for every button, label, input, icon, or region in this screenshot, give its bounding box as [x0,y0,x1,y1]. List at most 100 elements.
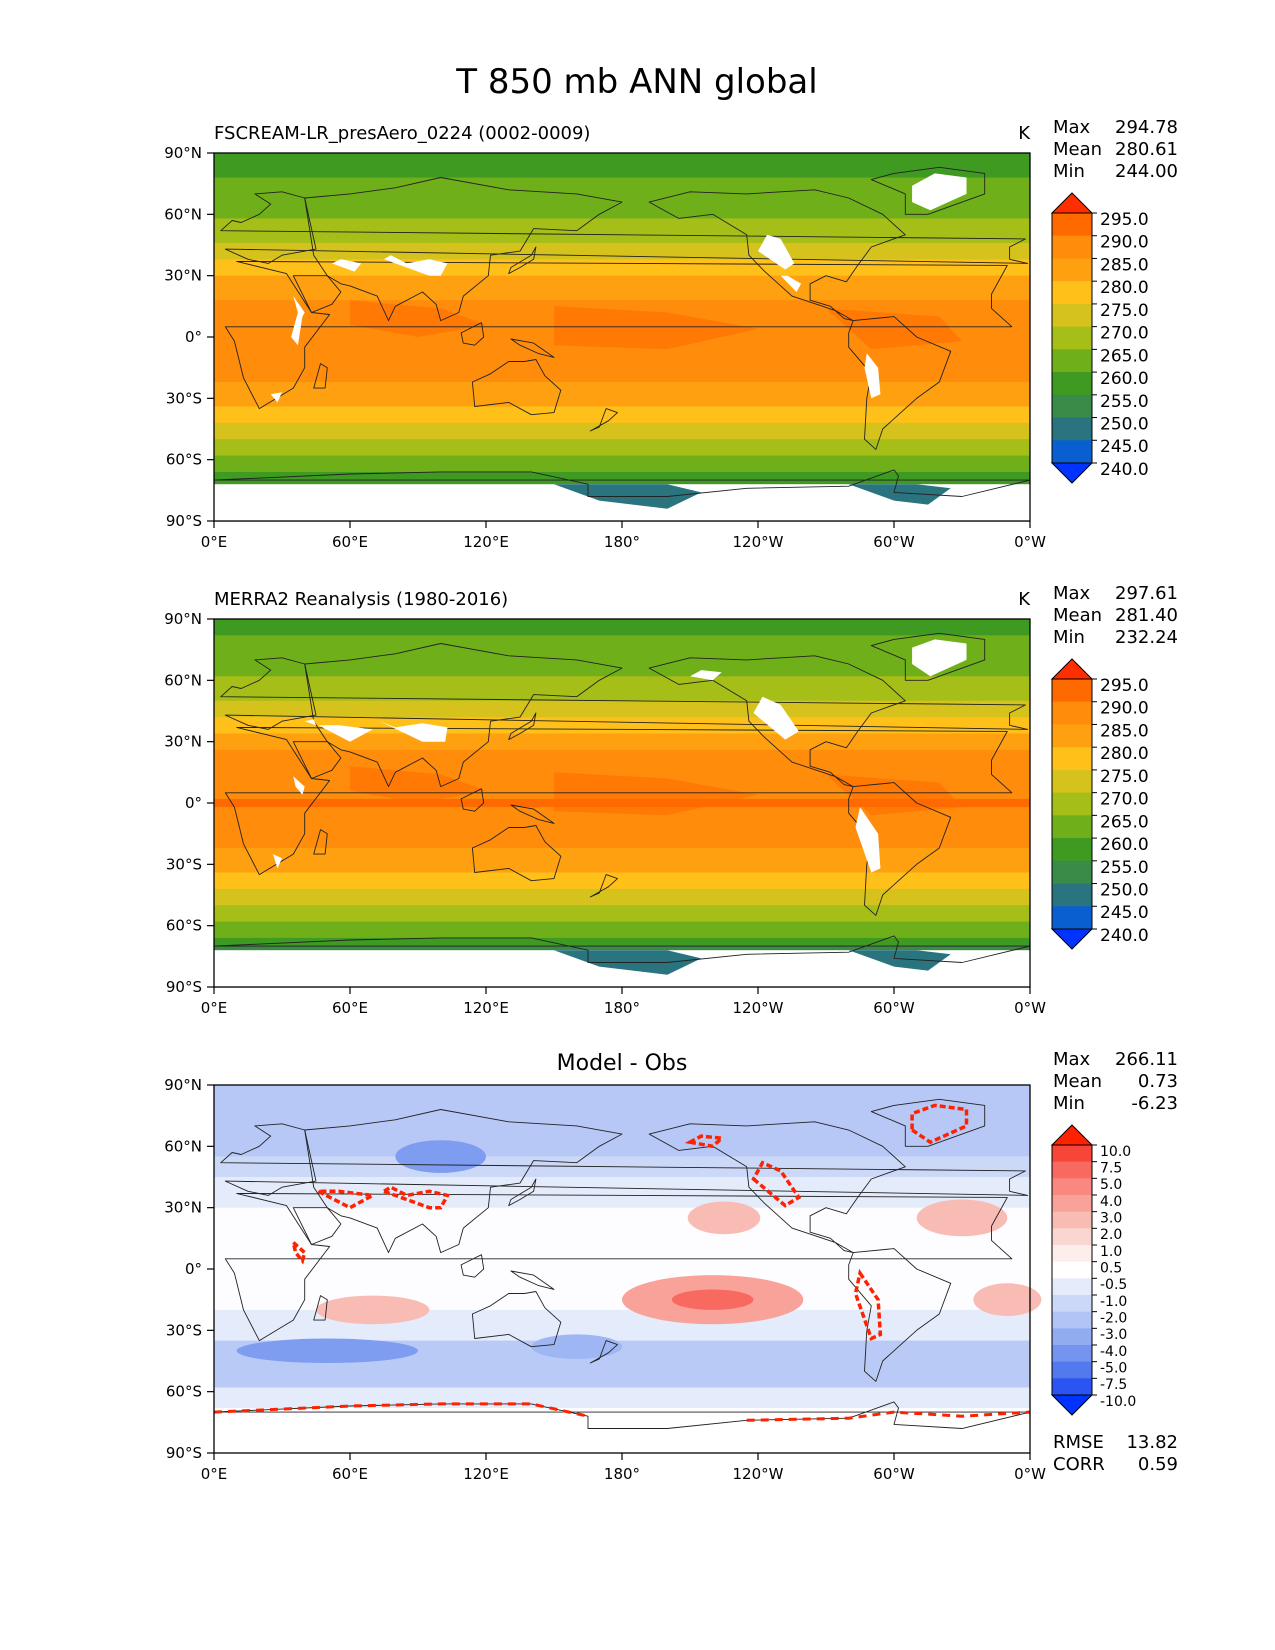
y-axis: 90°N 60°N 30°N 0° 30°S 60°S 90°S [164,1076,214,1462]
field-band [214,161,1030,170]
warm-pool-patch [554,772,758,816]
units-label: K [1018,589,1031,610]
colorbar-tick-label: -10.0 [1100,1394,1136,1410]
y-tick-label: 90°N [164,144,202,162]
y-tick-label: 60°S [166,917,202,935]
field-band [214,905,1030,914]
x-tick-label: 0°W [1014,999,1046,1017]
colorbar-tick-label: 270.0 [1100,324,1149,344]
colorbar-tick-label: 255.0 [1100,392,1149,412]
coastline-australia [471,825,562,882]
colorbar-segment [1052,1328,1092,1346]
coastline-greenland [870,166,986,215]
warm-pool-patch [350,300,486,337]
stat-mean-label: Mean [1053,139,1102,160]
colorbar-tick-label: 275.0 [1100,301,1149,321]
colorbar-tick-label: 295.0 [1100,676,1149,696]
colorbar-tick-label: 295.0 [1100,210,1149,230]
colorbar-frame [1051,212,1093,464]
stat-min-label: Min [1053,161,1085,182]
missing-data-patch [331,259,362,272]
colorbar-segment [1052,1161,1092,1179]
colorbar-tick-label: 290.0 [1100,699,1149,719]
map-area [213,1084,1042,1454]
x-tick-label: 120°W [733,999,784,1017]
colorbar-tick-label: 275.0 [1100,767,1149,787]
colorbar-tick-label: -4.0 [1100,1344,1127,1360]
x-tick-label: 0°E [201,999,228,1017]
missing-data-patch [384,255,448,276]
coastline-arabia [292,741,342,779]
warm-pool-patch [826,774,962,816]
corr-label: CORR [1053,1454,1105,1475]
colorbar-tick-label: 285.0 [1100,721,1149,741]
bias-blob [236,1338,418,1364]
y-tick-label: 30°S [166,389,202,407]
colorbar-segment [1052,1145,1092,1163]
x-tick-label: 120°W [733,1465,784,1483]
large-bias-contour [290,1237,307,1265]
colorbar-tick-label: 290.0 [1100,233,1149,253]
field-band [214,292,1030,301]
colorbar-segment [1052,372,1092,396]
colorbar-extend-max [1050,192,1094,214]
coastline-japan [508,1178,537,1207]
coastline-samerica [848,316,952,450]
x-tick-label: 120°W [733,533,784,551]
bias-blob [395,1140,486,1173]
colorbar-tick-label: 280.0 [1100,278,1149,298]
temperature-field [214,153,1030,522]
colorbar-tick-label: 5.0 [1100,1177,1122,1193]
y-tick-label: 60°S [166,1383,202,1401]
stat-min-label: Min [1053,627,1085,648]
coastline-nz [589,408,618,432]
colorbar-segment [1052,906,1092,930]
colorbar-segment [1052,1311,1092,1329]
colorbar-segment [1052,349,1092,373]
colorbar-segment [1052,1295,1092,1313]
colorbar-tick-label: 265.0 [1100,812,1149,832]
field-band [214,741,1030,751]
field-band [214,422,1030,432]
y-tick-label: 30°N [164,267,202,285]
field-band [214,651,1030,661]
stat-min-label: Min [1053,1093,1085,1114]
field-band [214,749,1030,759]
stat-min-value: 244.00 [1115,161,1178,182]
field-band [214,684,1030,694]
colorbar-segment [1052,440,1092,464]
colorbar-segment [1052,326,1092,350]
missing-data-patch [864,353,881,399]
y-tick-label: 0° [185,328,202,346]
colorbar-segment [1052,1228,1092,1246]
coastline-asia [304,1109,623,1254]
y-tick-label: 30°N [164,733,202,751]
colorbar-tick-label: 260.0 [1100,369,1149,389]
panel-subtitle: MERRA2 Reanalysis (1980-2016) [214,589,508,610]
stat-max-label: Max [1053,1049,1091,1070]
stat-mean-label: Mean [1053,605,1102,626]
colorbar-tick-label: 265.0 [1100,346,1149,366]
x-tick-label: 120°E [463,999,509,1017]
colorbar-tick-label: 250.0 [1100,880,1149,900]
colorbar-segment [1052,1378,1092,1396]
stat-max-label: Max [1053,583,1091,604]
coastline-australia [471,359,562,416]
x-tick-label: 60°E [332,533,368,551]
colorbar-tick-label: 240.0 [1100,926,1149,946]
coastline-asia [304,643,623,788]
stat-max-value: 294.78 [1115,117,1178,138]
y-tick-label: 30°S [166,1321,202,1339]
missing-data-patch [912,173,967,211]
field-band [214,381,1030,391]
colorbar-segment [1052,1261,1092,1279]
colorbar-segment [1052,701,1092,725]
missing-data-patch [753,696,799,740]
field-band [214,202,1030,211]
field-band [214,847,1030,857]
x-tick-label: 60°E [332,999,368,1017]
y-tick-label: 30°N [164,1199,202,1217]
missing-data-patch [758,234,795,270]
x-axis: 0°E 60°E 120°E 180° 120°W 60°W 0°W [201,521,1046,551]
